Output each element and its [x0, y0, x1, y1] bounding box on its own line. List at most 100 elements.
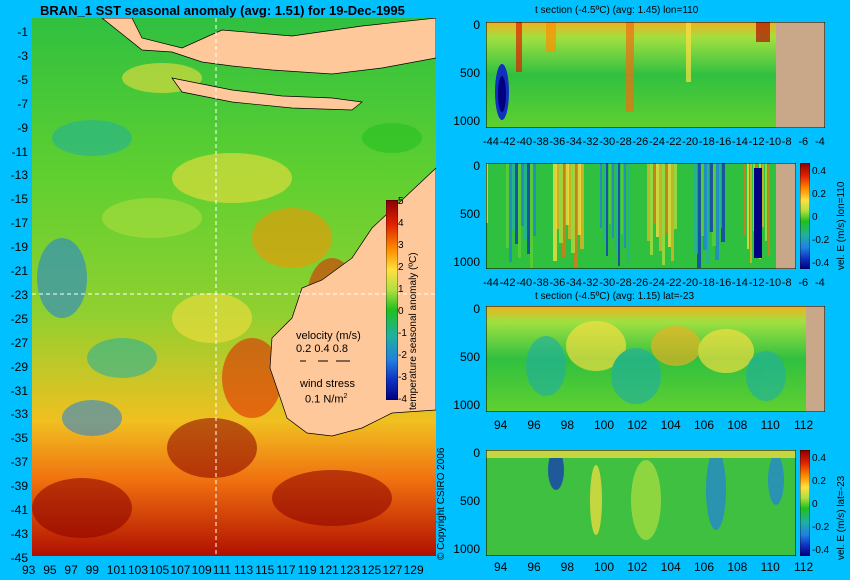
- panel2-x-tick: -22: [665, 277, 682, 289]
- panel3-x-tick: 96: [527, 418, 541, 432]
- panel4-colorbar: [800, 450, 810, 556]
- panel2-x-tick: -20: [682, 277, 699, 289]
- panel2-x-tick: -44: [483, 277, 499, 289]
- map-colorbar-label: temperature seasonal anomaly (ºC): [408, 252, 419, 410]
- panel3-land: [806, 306, 825, 412]
- map-colorbar-tick: -4: [398, 394, 407, 405]
- map-colorbar-tick: 0: [398, 306, 404, 317]
- panel2-x-tick: -28: [615, 277, 632, 289]
- panel4-x-tick: 112: [794, 560, 814, 574]
- panel3-y-tick: 1000: [453, 398, 480, 412]
- panel3-y-tick: 500: [459, 350, 480, 364]
- anomaly-eddies: [32, 63, 422, 538]
- panel1-x-tick: -28: [615, 136, 632, 148]
- map-x-tick: 111: [212, 563, 232, 577]
- panel1-y-tick: 0: [473, 18, 480, 32]
- panel4-x-tick: 104: [660, 560, 681, 574]
- panel1-land: [776, 22, 825, 128]
- sst-map: [32, 18, 436, 556]
- panel1-x-tick: -8: [781, 136, 792, 148]
- panel2-colorbar-tick: 0.4: [812, 166, 826, 177]
- panel1-x-tick: -24: [649, 136, 665, 148]
- map-x-tick: 115: [255, 563, 275, 577]
- panel4-x-tick: 110: [760, 560, 780, 574]
- panel4-x-tick: 108: [727, 560, 748, 574]
- map-y-tick: -37: [10, 455, 28, 470]
- panel3-x-tick: 94: [494, 418, 508, 432]
- panel2-x-tick: -8: [781, 277, 792, 289]
- map-y-tick: -15: [10, 192, 28, 207]
- panel1-x-tick: -42: [499, 136, 516, 148]
- panel3-x-tick: 108: [727, 418, 748, 432]
- map-x-tick: 117: [276, 563, 296, 577]
- map-y-tick: -41: [10, 503, 28, 517]
- panel3-x-tick: 110: [760, 418, 780, 432]
- map-x-tick: 105: [149, 563, 170, 577]
- map-x-tick: 99: [85, 563, 99, 577]
- panel4-colorbar-label: vel. E (m/s) lat=-23: [836, 475, 847, 560]
- panel2-colorbar-tick: 0.2: [812, 189, 826, 200]
- map-y-tick: -39: [10, 479, 28, 494]
- panel4-colorbar-tick: -0.4: [812, 545, 830, 556]
- panel2-x-tick: -36: [549, 277, 566, 289]
- panel1-x-tick: -6: [798, 136, 809, 148]
- map-y-tick: -45: [10, 550, 28, 565]
- velocity-legend-scale: 0.2 0.4 0.8: [296, 343, 348, 355]
- panel1-y-tick: 1000: [453, 114, 480, 128]
- panel1-x-tick: -18: [698, 136, 715, 148]
- panel3-x-tick: 100: [594, 418, 615, 432]
- panel1-x-tick: -32: [582, 136, 599, 148]
- panel4-x-tick: 96: [527, 560, 541, 574]
- panel2-x-tick: -6: [798, 277, 809, 289]
- map-x-tick: 121: [318, 563, 339, 577]
- velocity-legend-title: velocity (m/s): [296, 330, 361, 342]
- panel4-colorbar-tick: 0.2: [812, 476, 826, 487]
- panel2-x-tick: -14: [732, 277, 748, 289]
- panel1-x-tick: -10: [765, 136, 782, 148]
- map-title: BRAN_1 SST seasonal anomaly (avg: 1.51) …: [40, 3, 405, 18]
- map-colorbar: [386, 200, 398, 400]
- panel4-y-tick: 0: [473, 446, 480, 460]
- panel1-x-tick: -26: [632, 136, 649, 148]
- map-y-tick: -17: [10, 216, 28, 231]
- map-y-tick: -31: [10, 383, 28, 398]
- wind-legend-scale: 0.1 N/m2: [305, 393, 348, 406]
- panel4-x-tick: 94: [494, 560, 508, 574]
- map-y-tick: -1: [17, 25, 28, 39]
- panel2-y-tick: 0: [473, 159, 480, 173]
- map-y-tick: -7: [17, 96, 28, 111]
- map-x-tick: 129: [403, 563, 424, 577]
- map-x-tick: 103: [128, 563, 149, 577]
- map-x-tick: 95: [43, 563, 57, 577]
- panel2-x-tick: -30: [599, 277, 616, 289]
- panel4-y-tick: 1000: [453, 542, 480, 556]
- map-y-tick: -35: [10, 431, 28, 446]
- panel1-title: t section (-4.5ºC) (avg: 1.45) lon=110: [535, 5, 699, 16]
- panel1-x-tick: -4: [815, 136, 825, 148]
- panel2-x-tick: -10: [765, 277, 782, 289]
- map-x-tick: 93: [22, 563, 36, 577]
- map-colorbar-tick: -2: [398, 350, 407, 361]
- map-y-tick: -25: [10, 311, 28, 326]
- panel1-x-tick: -30: [599, 136, 616, 148]
- panel2-x-tick: -26: [632, 277, 649, 289]
- panel2-land: [776, 163, 796, 269]
- map-x-tick: 109: [191, 563, 212, 577]
- panel2-colorbar-tick: -0.2: [812, 235, 830, 246]
- panel3-y-tick: 0: [473, 302, 480, 316]
- panel1-x-tick: -22: [665, 136, 682, 148]
- panel2-x-tick: -18: [698, 277, 715, 289]
- panel1-x-tick: -40: [516, 136, 533, 148]
- panel4-x-tick: 102: [627, 560, 648, 574]
- panel1-x-tick: -12: [748, 136, 765, 148]
- panel1-x-tick: -38: [532, 136, 549, 148]
- map-x-tick: 101: [106, 563, 127, 577]
- panel3-x-tick: 98: [560, 418, 575, 432]
- panel1-x-tick: -34: [566, 136, 582, 148]
- panel2-x-tick: -16: [715, 277, 732, 289]
- indonesia-land: [101, 18, 436, 75]
- panel2-section: [486, 163, 796, 269]
- panel2-x-tick: -12: [748, 277, 765, 289]
- wind-legend-title: wind stress: [300, 378, 356, 390]
- panel2-x-tick: -4: [815, 277, 825, 289]
